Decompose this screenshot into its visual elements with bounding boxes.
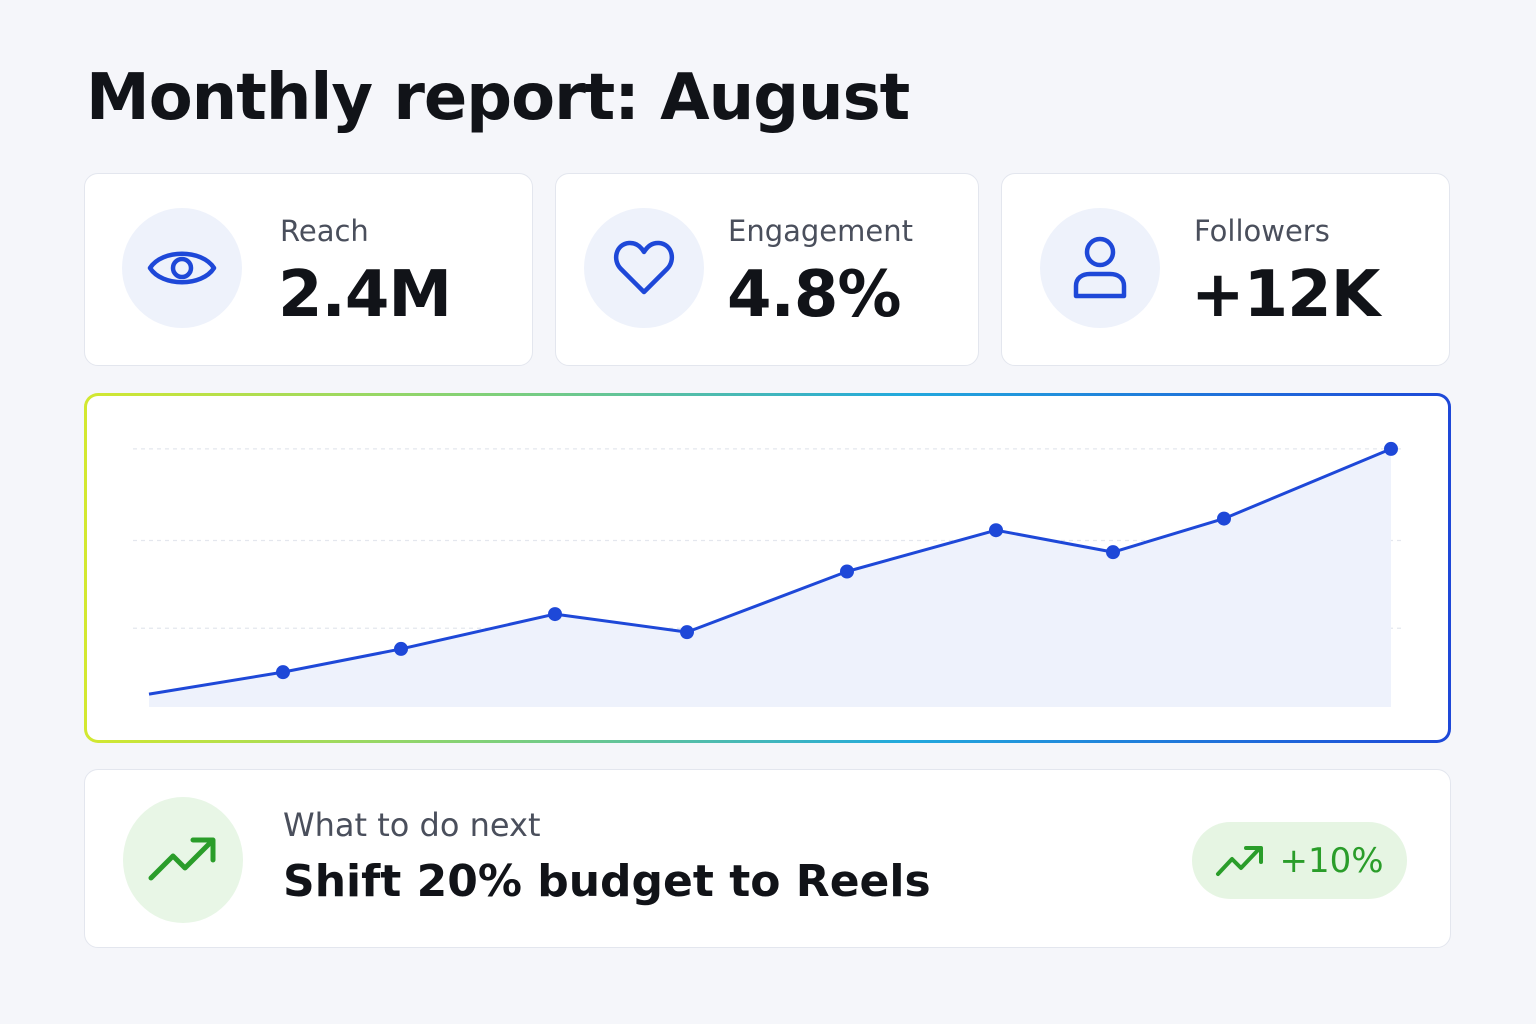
uplift-value: +10%: [1279, 840, 1384, 881]
chart-point[interactable]: [840, 564, 854, 579]
next-step-card[interactable]: What to do next Shift 20% budget to Reel…: [84, 769, 1451, 948]
trend-up-icon: [148, 837, 216, 881]
eye-icon: [147, 251, 217, 285]
chart-point[interactable]: [989, 523, 1003, 538]
eye-icon-badge: [122, 208, 242, 328]
chart-point[interactable]: [680, 625, 694, 640]
chart-point[interactable]: [1217, 511, 1231, 526]
kpi-card-engagement[interactable]: Engagement 4.8%: [555, 173, 979, 366]
chart-point[interactable]: [1106, 545, 1120, 560]
kpi-label: Reach: [280, 214, 369, 248]
chart-area-fill: [149, 448, 1391, 707]
uplift-badge[interactable]: +10%: [1192, 822, 1407, 899]
chart-point[interactable]: [276, 665, 290, 680]
next-step-label: What to do next: [283, 806, 541, 844]
heart-icon-badge: [584, 208, 704, 328]
chart-point[interactable]: [394, 641, 408, 656]
chart-card: [84, 393, 1451, 743]
chart-point[interactable]: [1384, 441, 1398, 456]
kpi-card-followers[interactable]: Followers +12K: [1001, 173, 1450, 366]
kpi-value: 4.8%: [727, 258, 901, 332]
page-title: Monthly report: August: [86, 61, 910, 135]
chart-series-line: [148, 447, 1392, 696]
user-icon-badge: [1040, 208, 1160, 328]
kpi-card-reach[interactable]: Reach 2.4M: [84, 173, 533, 366]
kpi-value: +12K: [1191, 258, 1380, 332]
line-chart: [133, 441, 1405, 707]
chart-area: [87, 396, 1448, 740]
kpi-label: Followers: [1194, 214, 1330, 248]
kpi-value: 2.4M: [278, 258, 452, 332]
chart-point[interactable]: [548, 607, 562, 622]
trend-up-icon: [1216, 845, 1264, 876]
heart-icon: [613, 240, 675, 295]
user-icon: [1073, 236, 1127, 299]
next-step-text: Shift 20% budget to Reels: [283, 856, 931, 907]
trend-up-icon-badge: [123, 797, 243, 923]
kpi-label: Engagement: [728, 214, 913, 248]
